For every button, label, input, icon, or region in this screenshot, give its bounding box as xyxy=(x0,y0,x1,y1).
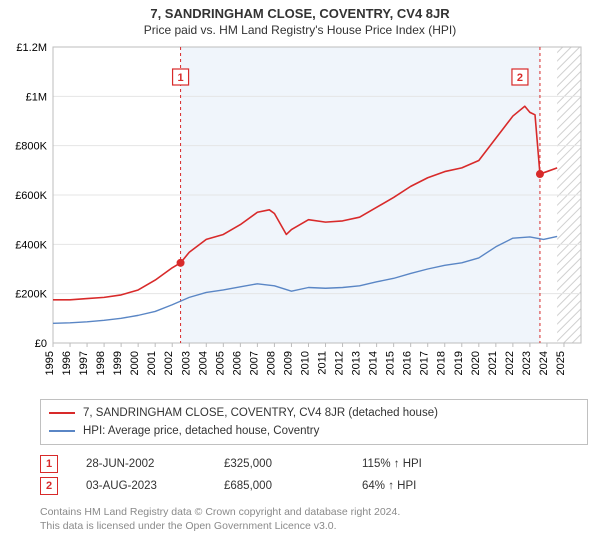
legend-label: HPI: Average price, detached house, Cove… xyxy=(83,425,319,437)
attribution-footer: Contains HM Land Registry data © Crown c… xyxy=(40,505,588,533)
x-tick-label: 1996 xyxy=(61,351,73,375)
y-tick-label: £0 xyxy=(35,338,47,350)
sale-price: £685,000 xyxy=(224,480,334,492)
x-tick-label: 2001 xyxy=(146,351,158,375)
price-chart: £0 £200K £400K £600K £800K £1M £1.2M 1995 1996 19… xyxy=(8,41,592,391)
x-tick-label: 1997 xyxy=(78,351,90,375)
sale-price: £325,000 xyxy=(224,458,334,470)
sale-marker-badge-text: 1 xyxy=(178,72,184,84)
page-subtitle: Price paid vs. HM Land Registry's House … xyxy=(0,21,600,41)
x-tick-label: 2022 xyxy=(504,351,516,375)
x-tick-label: 2010 xyxy=(299,351,311,375)
x-tick-label: 2000 xyxy=(129,351,141,375)
legend-swatch xyxy=(49,412,75,414)
sale-date: 28-JUN-2002 xyxy=(86,458,196,470)
x-tick-label: 1995 xyxy=(44,351,56,375)
sale-pct: 115% ↑ HPI xyxy=(362,458,472,470)
x-tick-label: 2019 xyxy=(453,351,465,375)
page-title: 7, SANDRINGHAM CLOSE, COVENTRY, CV4 8JR xyxy=(0,0,600,21)
x-tick-label: 1998 xyxy=(95,351,107,375)
x-tick-label: 2023 xyxy=(521,351,533,375)
x-tick-label: 1999 xyxy=(112,351,124,375)
x-tick-label: 2020 xyxy=(470,351,482,375)
x-tick-label: 2024 xyxy=(538,351,550,375)
x-tick-label: 2014 xyxy=(368,351,380,375)
sale-marker-dot xyxy=(177,259,185,267)
x-tick-label: 2018 xyxy=(436,351,448,375)
sale-badge: 1 xyxy=(40,455,58,473)
sale-date: 03-AUG-2023 xyxy=(86,480,196,492)
x-tick-label: 2003 xyxy=(180,351,192,375)
x-tick-label: 2015 xyxy=(385,351,397,375)
x-tick-label: 2007 xyxy=(248,351,260,375)
sale-marker-dot xyxy=(536,170,544,178)
y-tick-label: £800K xyxy=(15,141,47,153)
x-tick-label: 2012 xyxy=(334,351,346,375)
sale-badge: 2 xyxy=(40,477,58,495)
x-tick-label: 2005 xyxy=(214,351,226,375)
legend-label: 7, SANDRINGHAM CLOSE, COVENTRY, CV4 8JR … xyxy=(83,407,438,419)
legend-swatch xyxy=(49,430,75,432)
x-tick-label: 2008 xyxy=(265,351,277,375)
x-tick-label: 2002 xyxy=(163,351,175,375)
x-tick-label: 2025 xyxy=(555,351,567,375)
x-tick-label: 2006 xyxy=(231,351,243,375)
sales-table: 1 28-JUN-2002 £325,000 115% ↑ HPI 2 03-AUG-20… xyxy=(40,453,588,497)
sale-row: 1 28-JUN-2002 £325,000 115% ↑ HPI xyxy=(40,453,588,475)
y-tick-label: £600K xyxy=(15,190,47,202)
x-tick-label: 2013 xyxy=(351,351,363,375)
sale-marker-badge-text: 2 xyxy=(517,72,523,84)
x-tick-label: 2021 xyxy=(487,351,499,375)
sale-pct: 64% ↑ HPI xyxy=(362,480,472,492)
x-tick-label: 2017 xyxy=(419,351,431,375)
x-tick-label: 2009 xyxy=(282,351,294,375)
legend-row: HPI: Average price, detached house, Cove… xyxy=(49,422,579,440)
legend: 7, SANDRINGHAM CLOSE, COVENTRY, CV4 8JR … xyxy=(40,399,588,445)
footer-line: This data is licensed under the Open Gov… xyxy=(40,519,588,533)
y-tick-label: £400K xyxy=(15,239,47,251)
y-tick-label: £1M xyxy=(26,91,47,103)
sale-row: 2 03-AUG-2023 £685,000 64% ↑ HPI xyxy=(40,475,588,497)
x-tick-label: 2004 xyxy=(197,351,209,375)
footer-line: Contains HM Land Registry data © Crown c… xyxy=(40,505,588,519)
y-tick-label: £1.2M xyxy=(16,42,47,54)
x-tick-label: 2016 xyxy=(402,351,414,375)
y-tick-label: £200K xyxy=(15,289,47,301)
x-tick-label: 2011 xyxy=(317,351,329,375)
legend-row: 7, SANDRINGHAM CLOSE, COVENTRY, CV4 8JR … xyxy=(49,404,579,422)
